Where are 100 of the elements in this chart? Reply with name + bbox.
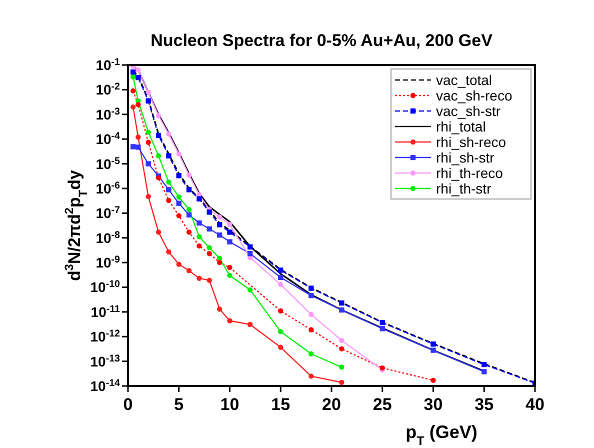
legend-label: rhi_sh-str	[436, 150, 495, 166]
y-tick-label: 10$^{-3}$	[96, 106, 121, 122]
point	[166, 153, 172, 158]
y-tick-label: 10$^{-7}$	[96, 204, 121, 222]
point	[248, 322, 253, 328]
y-tick-label: 10$^{-2}$	[96, 81, 121, 98]
point	[380, 326, 385, 332]
y-tick-label: 10$^{-13}$	[90, 352, 121, 370]
point	[130, 74, 136, 80]
point	[482, 369, 487, 374]
point	[430, 341, 436, 347]
point	[156, 113, 162, 118]
point	[156, 230, 162, 235]
point	[216, 260, 222, 266]
point	[482, 362, 487, 368]
legend-label: vac_sh-reco	[436, 88, 512, 104]
point	[206, 245, 212, 250]
point	[339, 346, 344, 352]
x-tick-label: 0	[123, 395, 133, 414]
y-tick-label: 10$^{-1}$	[96, 56, 121, 73]
y-tick-label: 10$^{-8}$	[96, 229, 121, 246]
point	[339, 300, 344, 306]
point	[166, 198, 172, 203]
point	[227, 272, 232, 278]
point	[216, 306, 222, 312]
point	[248, 244, 253, 250]
point	[186, 268, 192, 274]
x-tick-label: 35	[474, 395, 494, 414]
x-axis-title: p$_{T}$ (GeV)	[406, 422, 478, 448]
point	[166, 249, 172, 254]
x-tick-label: 30	[424, 395, 443, 414]
point	[339, 307, 344, 313]
legend-label: rhi_th-str	[436, 180, 492, 196]
point	[146, 90, 151, 95]
point	[308, 374, 314, 379]
point	[278, 282, 284, 288]
point	[130, 104, 136, 110]
legend-label: rhi_total	[436, 118, 486, 134]
point	[196, 276, 202, 281]
point	[146, 98, 151, 104]
point	[136, 134, 141, 140]
point	[186, 212, 192, 218]
y-tick-label: 10$^{-5}$	[96, 155, 121, 172]
y-tick-label: 10$^{-10}$	[90, 278, 121, 296]
legend-label: rhi_th-reco	[436, 165, 504, 181]
point	[278, 274, 284, 280]
point	[166, 180, 172, 185]
point	[278, 268, 284, 273]
point	[186, 172, 192, 178]
point	[206, 278, 212, 283]
point	[130, 69, 136, 75]
point	[227, 239, 232, 244]
point	[308, 286, 314, 291]
point	[176, 262, 182, 267]
point	[278, 328, 284, 334]
x-tick-label: 20	[322, 395, 341, 414]
point	[308, 327, 314, 332]
point	[216, 214, 222, 220]
point	[196, 234, 202, 240]
point	[339, 338, 344, 344]
point	[206, 210, 212, 215]
point	[196, 243, 202, 249]
point	[227, 318, 232, 324]
point	[136, 67, 141, 73]
legend-label: rhi_sh-reco	[436, 134, 506, 150]
point	[146, 161, 151, 166]
point	[186, 187, 192, 192]
point	[380, 320, 385, 326]
x-tick-label: 25	[372, 395, 392, 414]
point	[166, 131, 172, 137]
point	[216, 256, 222, 261]
point	[430, 348, 436, 353]
point	[196, 220, 202, 226]
point	[136, 74, 141, 80]
point	[278, 308, 284, 314]
y-tick-label: 10$^{-14}$	[90, 378, 121, 394]
point	[176, 151, 182, 157]
point	[206, 251, 212, 256]
point	[430, 378, 436, 383]
point	[130, 144, 136, 150]
point	[176, 200, 182, 206]
point	[216, 222, 222, 228]
point	[156, 153, 162, 158]
point	[186, 206, 192, 212]
point	[146, 130, 151, 135]
point	[308, 292, 314, 298]
y-tick-label: 10$^{-4}$	[96, 130, 121, 148]
point	[146, 140, 151, 145]
point	[339, 380, 344, 385]
point	[206, 226, 212, 232]
x-tick-label: 10	[220, 395, 240, 414]
x-tick-label: 40	[526, 395, 544, 414]
y-tick-label: 10$^{-12}$	[90, 328, 121, 345]
x-tick-label: 15	[271, 395, 290, 414]
point	[216, 232, 222, 238]
point	[146, 194, 151, 200]
point	[186, 230, 192, 235]
point	[308, 312, 314, 318]
point	[136, 102, 141, 108]
point	[166, 187, 172, 192]
